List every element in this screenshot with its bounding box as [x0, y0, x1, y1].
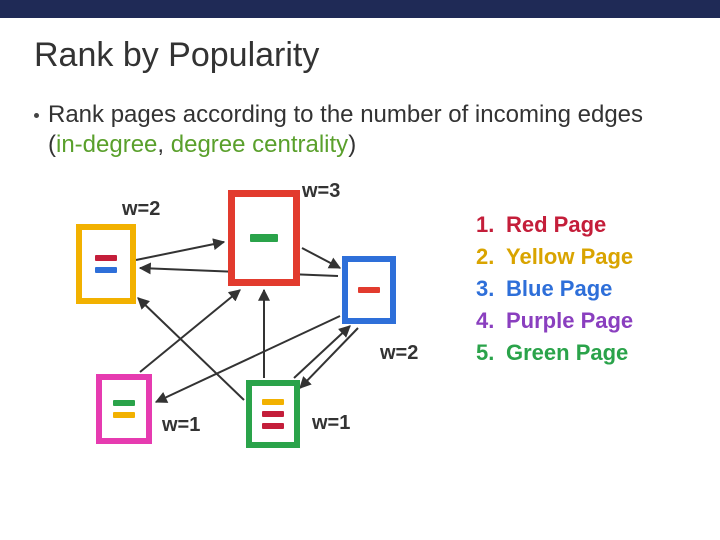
rank-label: Purple Page — [506, 308, 633, 334]
rank-row: 2.Yellow Page — [476, 244, 633, 270]
edge — [140, 290, 240, 372]
node-content-tick — [262, 411, 284, 417]
bullet-sep: , — [157, 131, 170, 158]
node-pink — [96, 374, 152, 444]
node-content-tick — [262, 399, 284, 405]
rank-row: 5.Green Page — [476, 340, 633, 366]
node-blue — [342, 256, 396, 324]
weight-label-yellow: w=2 — [122, 198, 160, 221]
edge — [300, 328, 358, 388]
node-content-tick — [113, 412, 135, 418]
node-content-tick — [113, 400, 135, 406]
term-degree-centrality: degree centrality — [171, 131, 348, 158]
node-content-tick — [95, 255, 117, 261]
edge — [136, 242, 224, 260]
graph-diagram: w=2 w=3 w=2 w=1 w=1 — [40, 168, 460, 488]
term-in-degree: in-degree — [56, 131, 157, 158]
weight-label-red: w=3 — [302, 180, 340, 203]
rank-label: Yellow Page — [506, 244, 633, 270]
weight-label-blue: w=2 — [380, 342, 418, 365]
node-content-tick — [262, 423, 284, 429]
rank-label: Blue Page — [506, 276, 612, 302]
rank-number: 3. — [476, 276, 506, 302]
bullet-suf: ) — [348, 131, 356, 158]
bullet-text: Rank pages according to the number of in… — [48, 100, 668, 160]
rank-number: 4. — [476, 308, 506, 334]
rank-row: 1.Red Page — [476, 212, 633, 238]
node-green — [246, 380, 300, 448]
node-content-tick — [250, 234, 278, 242]
weight-label-green: w=1 — [312, 412, 350, 435]
rank-number: 5. — [476, 340, 506, 366]
rank-row: 3.Blue Page — [476, 276, 633, 302]
bullet-dot — [34, 113, 39, 118]
rank-label: Green Page — [506, 340, 628, 366]
edge — [302, 248, 340, 268]
node-content-tick — [95, 267, 117, 273]
rank-label: Red Page — [506, 212, 606, 238]
node-content-tick — [358, 287, 380, 293]
weight-label-pink: w=1 — [162, 414, 200, 437]
node-yellow — [76, 224, 136, 304]
ranking-list: 1.Red Page2.Yellow Page3.Blue Page4.Purp… — [476, 212, 633, 372]
slide-title: Rank by Popularity — [34, 36, 319, 75]
rank-number: 1. — [476, 212, 506, 238]
top-accent-bar — [0, 0, 720, 18]
node-red — [228, 190, 300, 286]
rank-row: 4.Purple Page — [476, 308, 633, 334]
rank-number: 2. — [476, 244, 506, 270]
